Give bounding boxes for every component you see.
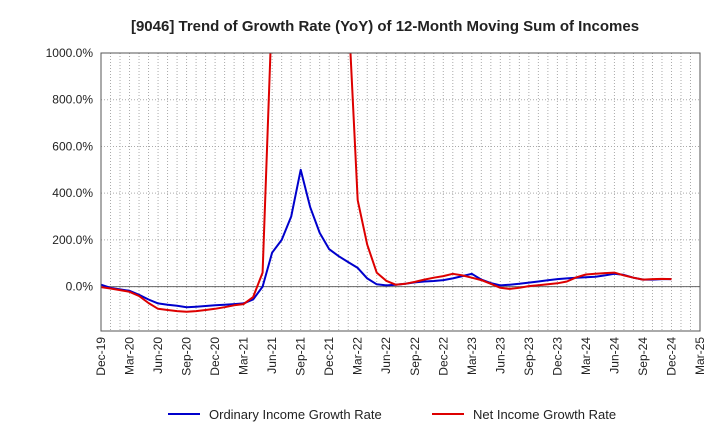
x-tick-label: Mar-21 <box>237 337 251 375</box>
x-tick-label: Jun-23 <box>493 337 507 374</box>
y-tick-labels: 0.0% 200.0% 400.0% 600.0% 800.0% 1000.0% <box>46 46 94 294</box>
x-tick-label: Mar-25 <box>693 337 707 375</box>
x-tick-label: Mar-22 <box>351 337 365 375</box>
y-tick-label: 800.0% <box>52 93 93 107</box>
y-tick-label: 200.0% <box>52 233 93 247</box>
y-tick-label: 0.0% <box>66 280 94 294</box>
legend-label: Ordinary Income Growth Rate <box>209 407 382 422</box>
x-tick-label: Dec-24 <box>664 337 678 376</box>
x-tick-label: Jun-21 <box>265 337 279 374</box>
y-tick-label: 400.0% <box>52 186 93 200</box>
legend-label: Net Income Growth Rate <box>473 407 616 422</box>
x-tick-labels: Dec-19 Mar-20 Jun-20 Sep-20 Dec-20 Mar-21 Jun-… <box>94 337 707 376</box>
x-tick-label: Jun-24 <box>607 337 621 374</box>
x-tick-label: Jun-20 <box>151 337 165 374</box>
legend: Ordinary Income Growth Rate Net Income Gr… <box>168 407 616 422</box>
x-tick-label: Dec-21 <box>322 337 336 376</box>
x-tick-label: Sep-22 <box>408 337 422 376</box>
y-tick-label: 600.0% <box>52 139 93 153</box>
grid-layer <box>101 52 700 331</box>
chart-title: [9046] Trend of Growth Rate (YoY) of 12-… <box>131 18 639 35</box>
plot-frame <box>100 52 701 332</box>
x-tick-label: Sep-23 <box>522 337 536 376</box>
series-layer <box>101 53 672 313</box>
series-line-net-income <box>349 53 672 290</box>
y-tick-label: 1000.0% <box>46 46 94 60</box>
x-tick-label: Mar-23 <box>465 337 479 375</box>
x-tick-label: Dec-22 <box>436 337 450 376</box>
x-tick-label: Mar-20 <box>123 337 137 375</box>
series-line-net-income <box>101 53 272 313</box>
x-tick-label: Dec-23 <box>550 337 564 376</box>
x-tick-label: Sep-20 <box>180 337 194 376</box>
x-tick-label: Mar-24 <box>579 337 593 375</box>
x-tick-label: Dec-19 <box>94 337 108 376</box>
x-tick-label: Dec-20 <box>208 337 222 376</box>
x-tick-label: Sep-21 <box>294 337 308 376</box>
x-tick-label: Sep-24 <box>636 337 650 376</box>
x-tick-label: Jun-22 <box>379 337 393 374</box>
